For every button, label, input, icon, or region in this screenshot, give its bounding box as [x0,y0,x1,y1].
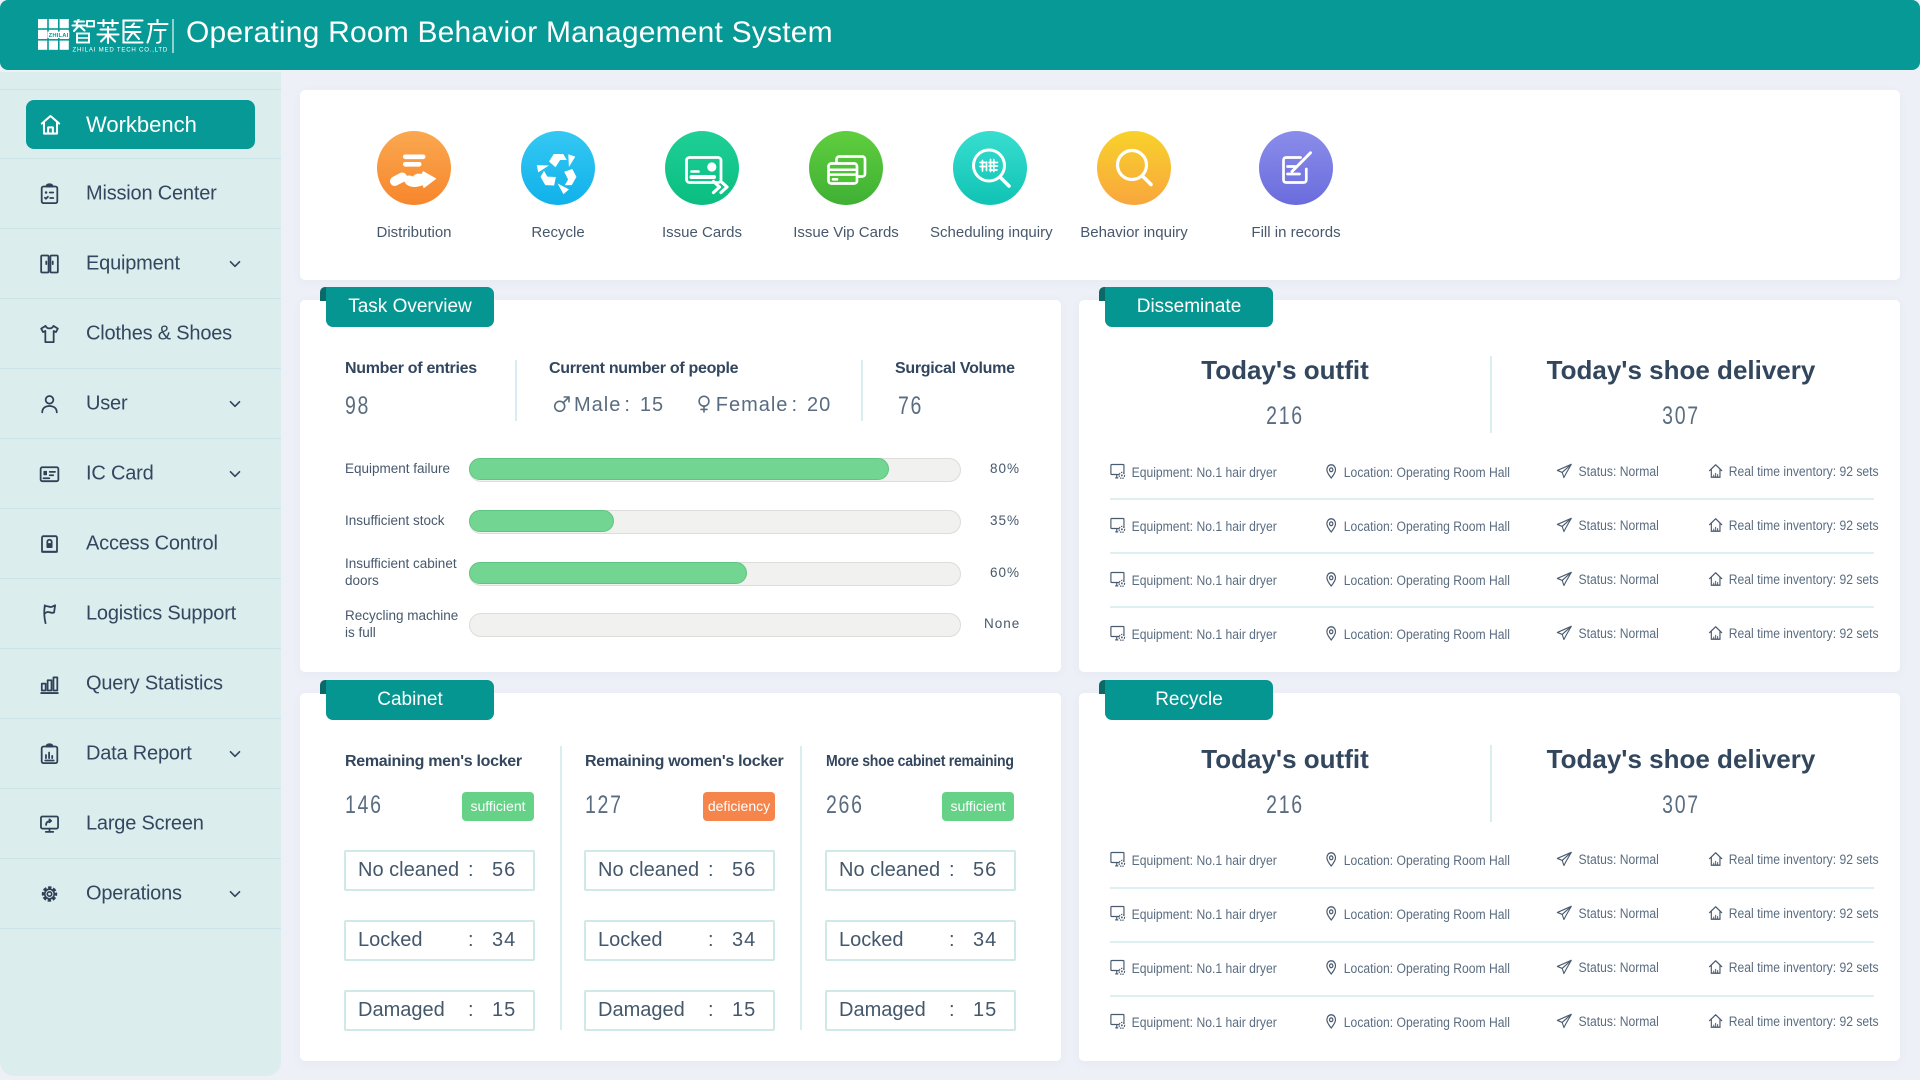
svg-text:ZHILAI MED TECH CO.,LTD: ZHILAI MED TECH CO.,LTD [73,46,169,53]
svg-text:ZHILAI: ZHILAI [49,33,69,39]
